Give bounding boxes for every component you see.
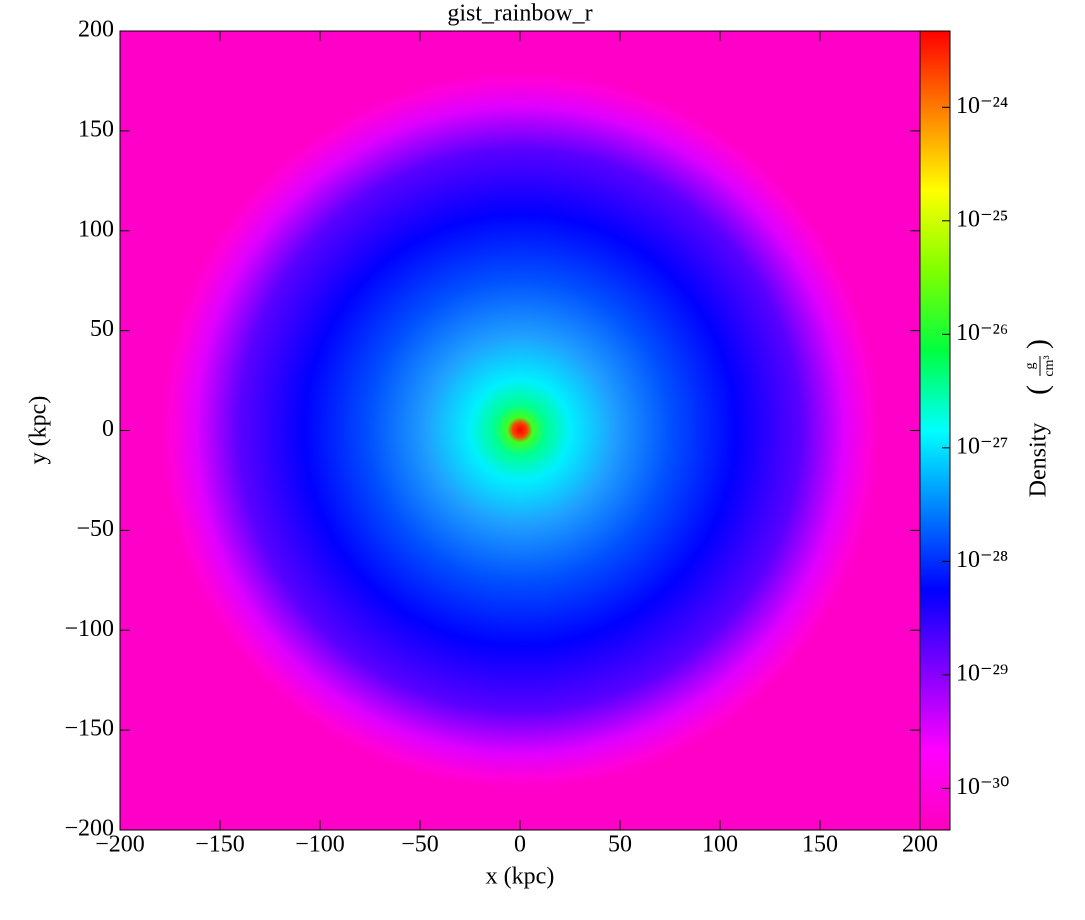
y-tick-label: −200 <box>64 816 114 842</box>
colorbar-units-denominator: cm³ <box>1042 355 1057 376</box>
x-tick-label: 0 <box>514 832 526 858</box>
colorbar-tick-label: 10⁻²⁹ <box>956 660 1008 686</box>
chart-title: gist_rainbow_r <box>447 1 592 27</box>
y-tick-label: 100 <box>78 216 114 242</box>
colorbar-tick-label: 10⁻²⁵ <box>956 206 1008 232</box>
colorbar-tick-label: 10⁻³⁰ <box>956 774 1009 800</box>
paren: ) <box>1021 339 1054 349</box>
density-image <box>160 70 880 790</box>
colorbar-units-numerator: g <box>1023 363 1038 370</box>
y-tick-label: 200 <box>78 17 114 43</box>
x-tick-label: 50 <box>608 832 632 858</box>
colorbar-tick-label: 10⁻²⁷ <box>956 433 1008 459</box>
x-tick-label: −50 <box>401 832 439 858</box>
y-tick-label: −150 <box>64 716 114 742</box>
y-tick-label: 150 <box>78 116 114 142</box>
paren: ( <box>1021 385 1054 395</box>
x-tick-label: −100 <box>295 832 345 858</box>
x-tick-label: 100 <box>702 832 738 858</box>
colorbar-tick-label: 10⁻²⁶ <box>956 320 1008 346</box>
colorbar-label: Density <box>1026 423 1052 498</box>
x-tick-label: −150 <box>195 832 245 858</box>
colorbar-tick-label: 10⁻²⁸ <box>956 547 1008 573</box>
colorbar-tick-label: 10⁻²⁴ <box>956 93 1008 119</box>
x-tick-label: −200 <box>95 832 145 858</box>
x-tick-label: 150 <box>802 832 838 858</box>
colorbar <box>919 30 951 831</box>
colorbar-label-group: Density ( g cm³ ) <box>1021 339 1057 497</box>
x-tick-label: 200 <box>902 832 938 858</box>
y-tick-label: 0 <box>102 416 114 442</box>
y-tick-label: 50 <box>90 316 114 342</box>
density-field <box>160 70 880 790</box>
x-axis-label: x (kpc) <box>486 864 555 890</box>
y-tick-label: −100 <box>64 616 114 642</box>
y-axis-label: y (kpc) <box>26 396 52 465</box>
y-tick-label: −50 <box>76 516 114 542</box>
